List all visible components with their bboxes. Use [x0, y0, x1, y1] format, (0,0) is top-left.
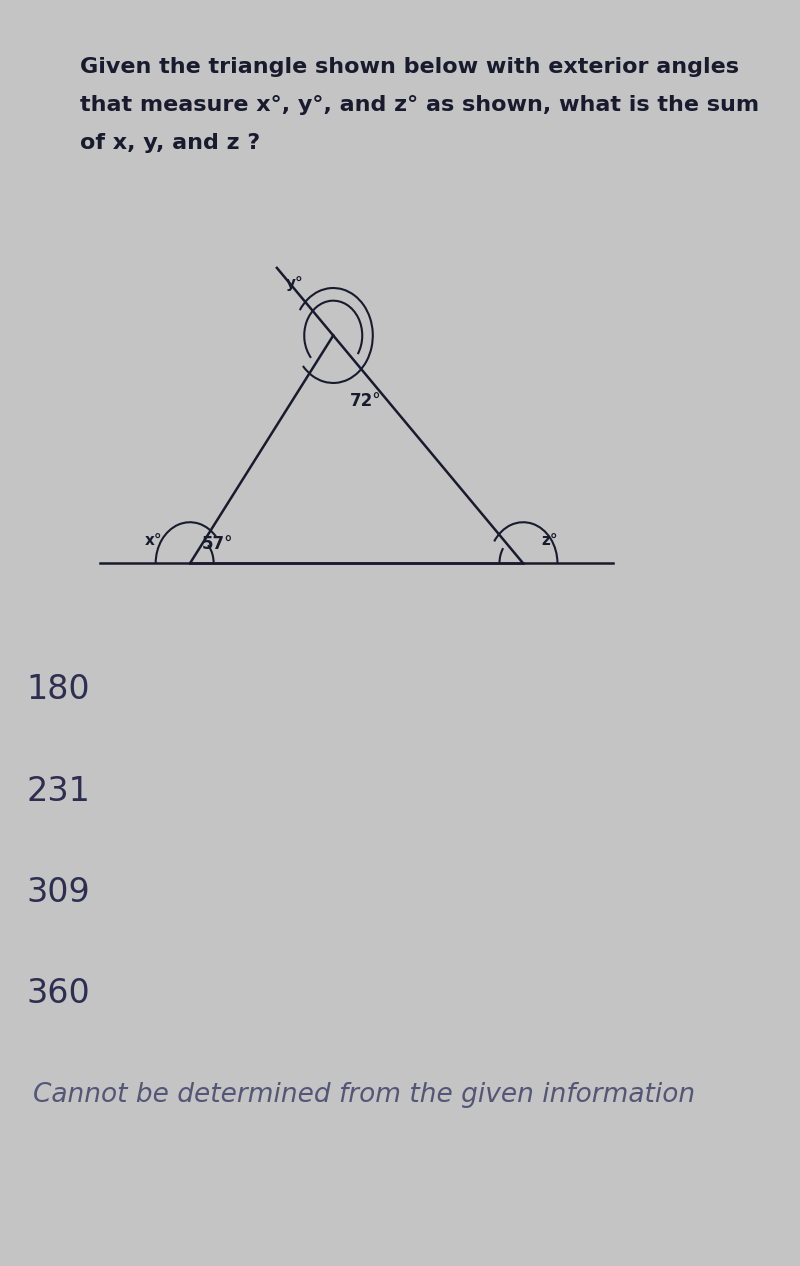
Text: 180: 180 — [26, 674, 90, 706]
Text: that measure x°, y°, and z° as shown, what is the sum: that measure x°, y°, and z° as shown, wh… — [80, 95, 759, 115]
Text: 309: 309 — [26, 876, 90, 909]
Text: of x, y, and z ?: of x, y, and z ? — [80, 133, 260, 153]
Text: z°: z° — [542, 533, 558, 548]
Text: 72°: 72° — [350, 392, 382, 410]
Text: Given the triangle shown below with exterior angles: Given the triangle shown below with exte… — [80, 57, 739, 77]
Text: Cannot be determined from the given information: Cannot be determined from the given info… — [34, 1082, 695, 1108]
Text: 360: 360 — [26, 977, 90, 1010]
Text: 231: 231 — [26, 775, 90, 808]
Text: y°: y° — [286, 276, 303, 291]
Text: x°: x° — [144, 533, 162, 548]
Text: 57°: 57° — [202, 536, 234, 553]
